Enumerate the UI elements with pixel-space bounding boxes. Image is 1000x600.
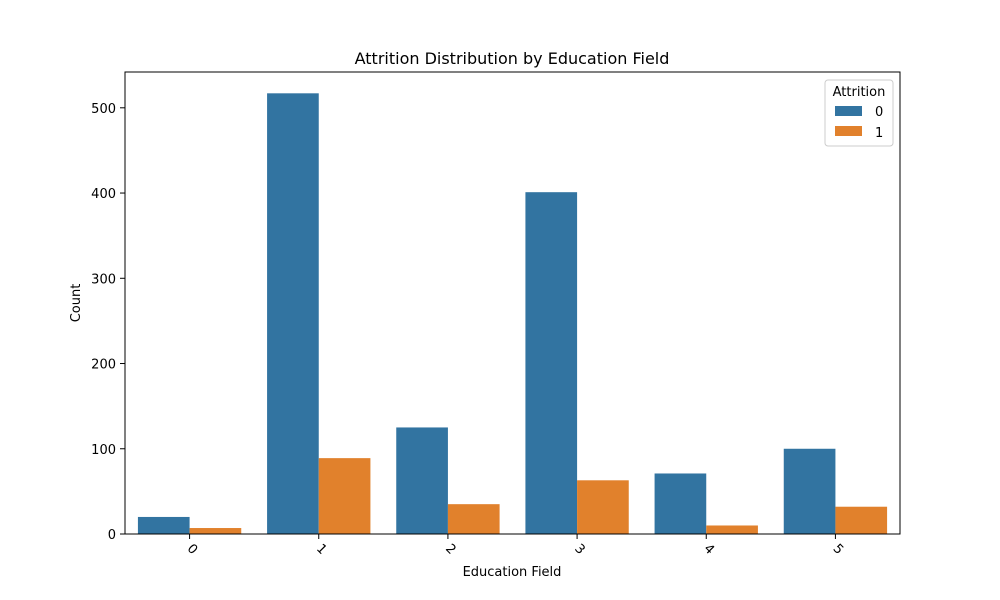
y-tick-label: 0 [108,528,116,543]
bar-series-1-cat-0 [189,528,242,534]
bar-series-0-cat-4 [654,473,707,534]
bar-series-1-cat-3 [577,480,629,534]
x-axis-title: Education Field [463,565,562,580]
y-tick-label: 100 [91,443,116,458]
x-tick-label: 2 [442,541,458,557]
legend-title: Attrition [833,85,886,100]
bar-series-1-cat-1 [318,458,371,534]
bar-series-0-cat-3 [525,192,578,534]
legend-label-0: 0 [875,105,883,120]
x-tick-label: 3 [571,541,587,557]
chart-title: Attrition Distribution by Education Fiel… [355,49,670,68]
legend-label-1: 1 [875,126,883,141]
bar-series-1-cat-2 [447,504,500,534]
y-axis-title: Count [69,284,84,323]
y-tick-label: 200 [91,358,116,373]
plot-frame [124,71,901,535]
bar-series-0-cat-0 [137,516,190,534]
bar-series-1-cat-4 [706,525,758,534]
legend-swatch-1 [835,126,862,136]
x-tick-label: 0 [184,541,200,557]
x-tick-label: 5 [830,541,846,557]
legend: Attrition 0 1 [824,79,894,147]
bar-series-0-cat-1 [267,93,319,534]
bar-series-0-cat-2 [396,427,448,534]
x-tick-label: 4 [700,541,716,557]
legend-swatch-0 [835,106,862,116]
y-axis: 0 100 200 300 400 500 [91,102,125,543]
x-axis: 0 1 2 3 4 5 [184,534,846,558]
y-tick-label: 300 [91,272,116,287]
x-tick-label: 1 [313,541,329,557]
bar-series-1-cat-5 [835,506,888,534]
bar-series-0-cat-5 [783,448,836,534]
bars [137,93,888,534]
y-tick-label: 500 [91,102,116,117]
y-tick-label: 400 [91,187,116,202]
